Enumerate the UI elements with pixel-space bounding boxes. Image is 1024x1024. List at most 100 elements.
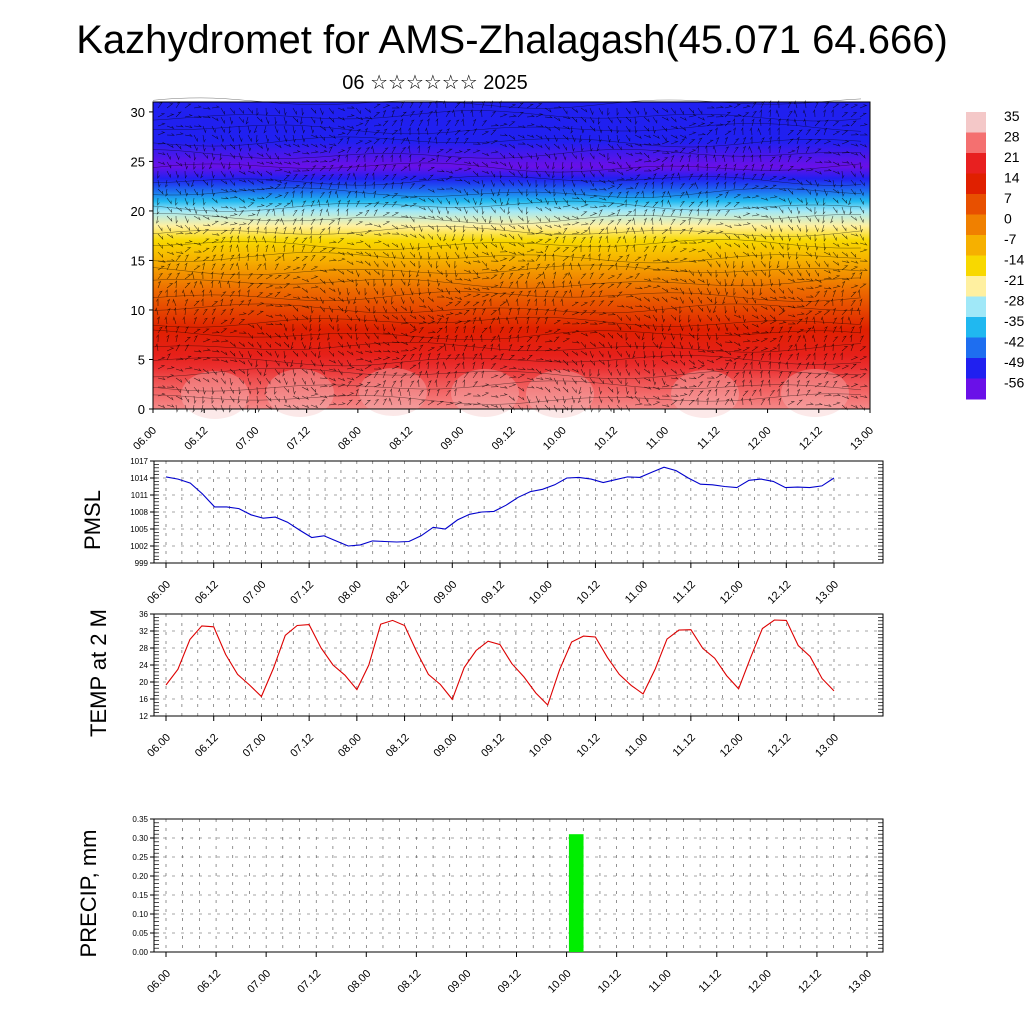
wind-vector bbox=[571, 359, 578, 366]
wind-vector bbox=[363, 181, 367, 190]
wind-vector bbox=[553, 368, 561, 374]
wind-vector bbox=[247, 107, 253, 115]
wind-vector bbox=[552, 161, 555, 170]
wind-vector bbox=[229, 263, 235, 271]
wind-vector bbox=[778, 118, 781, 127]
wind-vector bbox=[246, 253, 250, 262]
wind-vector bbox=[704, 145, 708, 154]
wind-vector bbox=[157, 152, 166, 156]
wind-vector bbox=[517, 197, 521, 206]
wind-vector bbox=[526, 404, 530, 413]
wind-vector bbox=[373, 314, 378, 323]
wind-vector bbox=[436, 233, 441, 242]
wind-vector bbox=[715, 323, 720, 332]
wind-vector bbox=[355, 341, 360, 350]
wind-vector bbox=[346, 191, 352, 199]
wind-vector bbox=[661, 384, 670, 388]
wind-vector bbox=[247, 323, 255, 329]
wind-vector bbox=[256, 386, 260, 395]
wind-vector bbox=[598, 134, 602, 143]
wind-vector bbox=[670, 209, 676, 217]
wind-vector bbox=[481, 370, 485, 379]
wind-vector bbox=[535, 124, 544, 127]
wind-vector bbox=[435, 100, 438, 109]
wind-vector bbox=[517, 102, 524, 109]
wind-vector bbox=[757, 145, 762, 154]
wind-vector bbox=[814, 170, 822, 175]
wind-vector bbox=[238, 134, 243, 143]
wind-vector bbox=[706, 139, 714, 145]
wind-vector bbox=[202, 356, 211, 361]
wind-vector bbox=[715, 173, 721, 181]
wind-vector bbox=[733, 372, 740, 379]
wind-vector bbox=[256, 134, 259, 143]
wind-vector bbox=[310, 305, 314, 314]
wind-vector bbox=[607, 185, 616, 190]
wind-vector bbox=[589, 263, 595, 271]
wind-vector bbox=[319, 248, 328, 253]
wind-vector bbox=[220, 291, 227, 298]
wind-vector bbox=[589, 282, 596, 289]
wind-vector bbox=[301, 341, 306, 350]
wind-vector bbox=[409, 195, 418, 199]
wind-vector bbox=[659, 217, 663, 226]
wind-vector bbox=[427, 206, 433, 214]
wind-vector bbox=[301, 256, 309, 262]
wind-vector bbox=[589, 161, 593, 170]
wind-vector bbox=[443, 100, 447, 109]
wind-vector bbox=[677, 172, 681, 181]
wind-vector bbox=[490, 395, 499, 398]
wind-vector bbox=[229, 235, 233, 244]
x-tick-label: 12.00 bbox=[746, 968, 774, 996]
wind-vector bbox=[778, 296, 787, 299]
wind-vector bbox=[715, 367, 724, 371]
wind-vector bbox=[724, 111, 732, 118]
wind-vector bbox=[436, 370, 440, 379]
x-tick-label: 08.12 bbox=[384, 732, 412, 760]
wind-vector bbox=[499, 385, 508, 389]
wind-vector bbox=[157, 385, 166, 388]
wind-vector bbox=[184, 161, 188, 170]
wind-vector bbox=[229, 188, 237, 193]
wind-vector bbox=[688, 241, 697, 244]
wind-vector bbox=[454, 296, 463, 301]
wind-vector bbox=[445, 197, 451, 205]
wind-vector bbox=[652, 395, 660, 400]
wind-vector bbox=[598, 359, 605, 366]
wind-vector bbox=[625, 294, 634, 298]
wind-vector bbox=[850, 104, 859, 109]
wind-vector bbox=[598, 320, 607, 325]
wind-vector bbox=[553, 105, 562, 109]
wind-vector bbox=[319, 107, 324, 116]
wind-vector bbox=[724, 260, 729, 269]
wind-vector bbox=[812, 325, 816, 334]
wind-vector bbox=[391, 242, 399, 248]
wind-vector bbox=[220, 350, 228, 356]
wind-vector bbox=[694, 181, 699, 190]
wind-vector bbox=[724, 120, 732, 127]
wind-vector bbox=[715, 222, 724, 226]
wind-vector bbox=[328, 240, 337, 244]
wind-vector bbox=[336, 208, 340, 217]
wind-vector bbox=[697, 341, 701, 350]
y-tick-label: 36 bbox=[139, 610, 148, 619]
wind-vector bbox=[787, 354, 794, 361]
wind-vector bbox=[309, 226, 313, 235]
wind-vector bbox=[400, 215, 409, 218]
wind-vector bbox=[670, 181, 674, 190]
wind-vector bbox=[633, 208, 636, 217]
wind-vector bbox=[644, 169, 652, 172]
wind-vector bbox=[535, 250, 544, 254]
wind-vector bbox=[768, 269, 772, 278]
contour-line bbox=[152, 252, 862, 264]
wind-vector bbox=[391, 181, 395, 190]
wind-vector bbox=[238, 341, 245, 348]
wind-vector bbox=[561, 280, 565, 289]
wind-vector bbox=[184, 336, 192, 343]
wind-vector bbox=[661, 174, 668, 181]
wind-vector bbox=[301, 314, 309, 320]
wind-vector bbox=[220, 179, 228, 185]
wind-vector bbox=[364, 359, 373, 363]
wind-vector bbox=[454, 251, 460, 259]
wind-vector bbox=[480, 233, 484, 242]
